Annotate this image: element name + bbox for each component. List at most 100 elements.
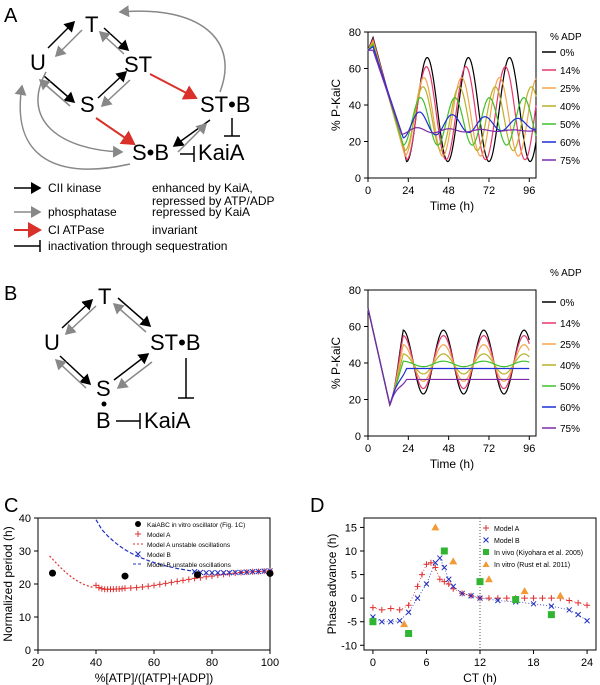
legend-entry: 50% bbox=[560, 382, 580, 393]
model-b-point bbox=[203, 569, 210, 576]
legend-kinase-label: CII kinase bbox=[48, 181, 102, 195]
x-tick-label: 24 bbox=[581, 657, 593, 669]
x-axis-label: Time (h) bbox=[430, 457, 474, 471]
legend-swatch bbox=[135, 521, 141, 527]
legend-sequestration-label: inactivation through sequestration bbox=[48, 239, 227, 253]
model-a-point bbox=[485, 595, 492, 602]
y-tick-label: 80 bbox=[349, 285, 361, 297]
model-a-point bbox=[521, 595, 528, 602]
node-kaia: KaiA bbox=[198, 140, 245, 165]
legend-entry: 75% bbox=[560, 424, 580, 435]
model-a-point bbox=[95, 584, 102, 591]
model-a-point bbox=[419, 571, 425, 578]
legend-entry: Model A unstable oscillations bbox=[147, 542, 231, 549]
legend-entry: 25% bbox=[560, 340, 580, 351]
model-b-point bbox=[209, 569, 215, 576]
legend-phosphatase-desc: repressed by KaiA bbox=[152, 205, 250, 219]
y-tick-label: 30 bbox=[19, 546, 31, 558]
in-vitro-point bbox=[556, 591, 565, 599]
in-vitro-point bbox=[400, 620, 409, 628]
x-tick-label: 60 bbox=[148, 657, 160, 669]
node-s-b: S•B bbox=[132, 140, 169, 165]
y-tick-label: -10 bbox=[341, 640, 357, 652]
model-a-point bbox=[185, 576, 192, 583]
x-tick-label: 100 bbox=[261, 657, 279, 669]
series-line-75% bbox=[367, 308, 530, 408]
model-b-point bbox=[387, 618, 394, 625]
in-vitro-point bbox=[121, 572, 129, 580]
y-tick-label: 10 bbox=[19, 612, 31, 624]
legend-swatch bbox=[483, 549, 489, 555]
series-line-25% bbox=[367, 39, 537, 157]
reaction-scheme-a: T U ST S ST•B S•B KaiA bbox=[14, 5, 251, 170]
legend-entry: 0% bbox=[560, 298, 575, 309]
model-b-point bbox=[378, 618, 385, 625]
legend-entry: Model B bbox=[147, 552, 171, 559]
x-tick-label: 96 bbox=[523, 185, 535, 197]
model-a-point bbox=[151, 582, 157, 589]
model-a-point bbox=[209, 573, 215, 580]
model-a-unstable-line bbox=[49, 555, 94, 588]
y-tick-label: 15 bbox=[345, 522, 357, 534]
node-b-st-b: ST•B bbox=[150, 330, 201, 355]
model-b-point bbox=[226, 569, 233, 576]
in-vivo-point bbox=[440, 547, 448, 555]
legend-entry: 14% bbox=[560, 319, 580, 330]
in-vitro-point bbox=[484, 575, 493, 583]
x-tick-label: 24 bbox=[402, 443, 414, 455]
model-b-point bbox=[396, 617, 403, 624]
model-a-point bbox=[174, 578, 181, 585]
panel-letter-d: D bbox=[310, 495, 324, 517]
in-vivo-point bbox=[369, 618, 377, 626]
y-tick-label: 40 bbox=[19, 513, 31, 525]
x-tick-label: 72 bbox=[483, 443, 495, 455]
model-b-point bbox=[249, 568, 256, 575]
chart-c: 20 40 60 80 100 0 10 20 30 40 %[ATP]/([ATP]+[ADP])… bbox=[1, 513, 279, 685]
model-b-point bbox=[530, 600, 537, 607]
in-vivo-point bbox=[405, 630, 413, 637]
model-b-point bbox=[432, 559, 439, 566]
model-a-point bbox=[122, 585, 128, 592]
model-b-unstable-line bbox=[95, 519, 195, 572]
model-b-point bbox=[405, 609, 412, 616]
series-line-60% bbox=[367, 308, 530, 406]
node-b-t: T bbox=[98, 284, 111, 309]
in-vitro-point bbox=[431, 523, 440, 531]
model-a-point bbox=[133, 584, 140, 591]
legend-entry: Model B bbox=[494, 538, 520, 545]
legend-atpase-label: CI ATPase bbox=[48, 223, 105, 237]
legend-entry: Model A bbox=[147, 532, 171, 539]
y-tick-label: 20 bbox=[19, 579, 31, 591]
model-a-point bbox=[503, 595, 510, 602]
model-a-point bbox=[387, 605, 394, 612]
x-tick-label: 48 bbox=[443, 185, 455, 197]
y-tick-label: 0 bbox=[25, 645, 31, 657]
y-tick-label: 60 bbox=[349, 64, 361, 76]
node-b-b: B bbox=[96, 408, 111, 433]
model-b-point bbox=[459, 590, 466, 597]
node-st-b: ST•B bbox=[200, 92, 251, 117]
y-tick-label: 80 bbox=[349, 27, 361, 39]
in-vivo-point bbox=[512, 596, 520, 604]
panel-letter-c: C bbox=[4, 495, 18, 517]
y-tick-label: 5 bbox=[351, 570, 357, 582]
model-b-point bbox=[214, 569, 221, 576]
y-tick-label: 40 bbox=[349, 100, 361, 112]
x-tick-label: 0 bbox=[370, 657, 376, 669]
model-a-point bbox=[145, 583, 152, 590]
series-line-75% bbox=[368, 49, 537, 135]
series-line-50% bbox=[367, 43, 537, 146]
model-a-point bbox=[436, 576, 443, 583]
legend-entry: 14% bbox=[560, 66, 580, 77]
x-axis-label: CT (h) bbox=[463, 671, 497, 685]
in-vivo-point bbox=[547, 611, 555, 619]
y-tick-label: 40 bbox=[349, 358, 361, 370]
model-b-point bbox=[423, 581, 430, 587]
legend-entry: In vitro (Rust et al. 2011) bbox=[494, 562, 570, 569]
legend-kinase-desc-2: repressed by ATP/ADP bbox=[152, 194, 275, 208]
node-u: U bbox=[30, 50, 46, 75]
legend-entry: Model B unstable oscillations bbox=[147, 562, 232, 569]
model-a-point bbox=[369, 604, 376, 611]
legend-entry: 0% bbox=[560, 48, 575, 59]
series-line-60% bbox=[367, 45, 537, 139]
